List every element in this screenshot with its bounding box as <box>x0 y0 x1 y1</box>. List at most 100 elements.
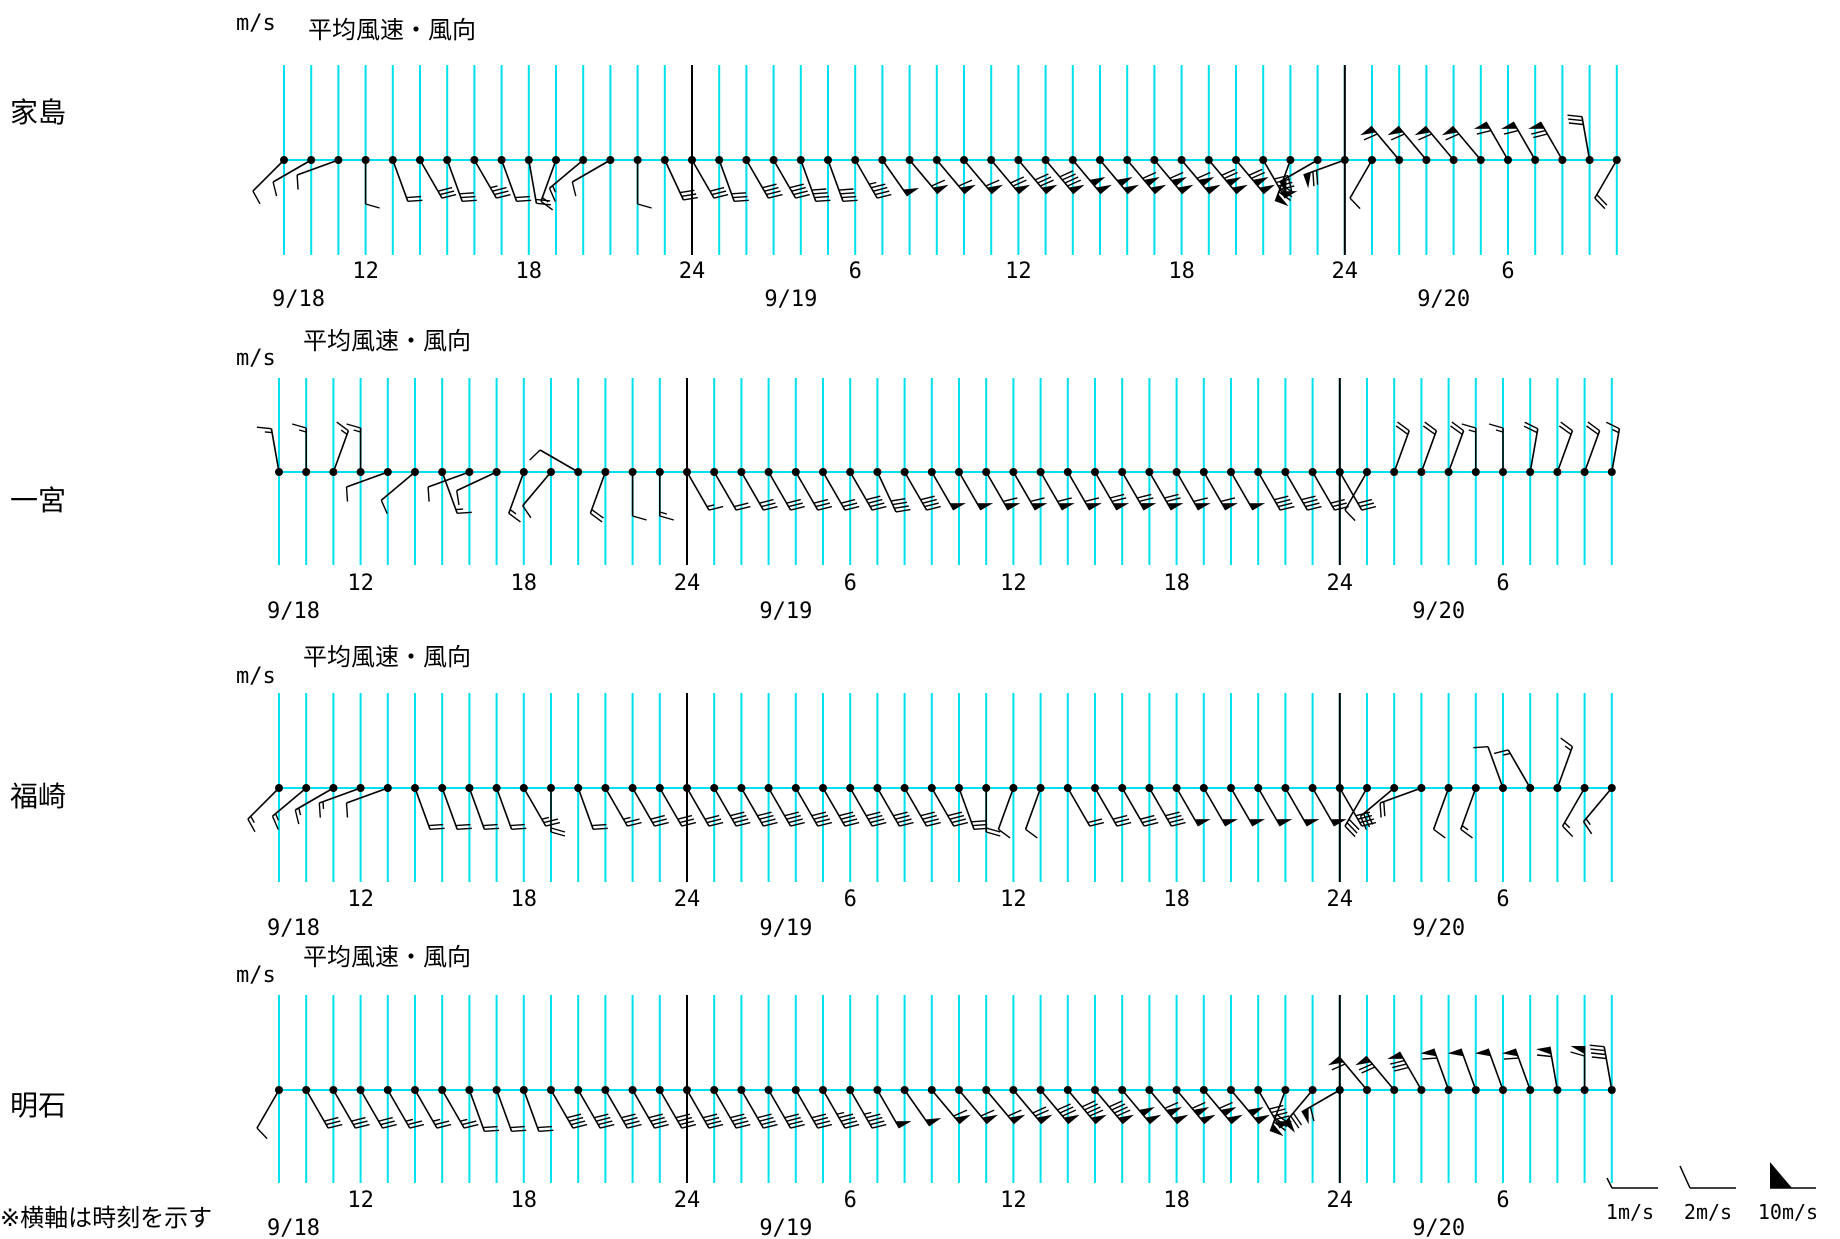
observation-point <box>601 468 610 476</box>
observation-point <box>1526 1086 1535 1094</box>
observation-point <box>710 784 719 792</box>
wind-barb-full <box>637 203 652 209</box>
wind-barb-full <box>786 498 801 504</box>
wind-barb-full <box>681 1123 697 1129</box>
wind-barb-full <box>926 505 941 511</box>
wind-barb-full <box>844 1123 860 1129</box>
wind-barb-pennant <box>1301 1108 1309 1125</box>
observation-point <box>1308 468 1317 476</box>
wind-barb-full <box>922 814 937 820</box>
observation-point <box>1172 784 1181 792</box>
wind-barb-pennant <box>982 1114 998 1124</box>
station-name: 一宮 <box>10 484 66 517</box>
observation-point <box>1009 468 1018 476</box>
wind-barb-full <box>457 827 472 830</box>
observation-point <box>1036 468 1045 476</box>
observation-point <box>1199 1086 1208 1094</box>
wind-barb-full <box>759 1116 774 1122</box>
wind-barb-full <box>1111 497 1127 503</box>
observation-point <box>955 468 963 476</box>
wind-barb-full <box>1348 818 1360 831</box>
observation-point <box>764 1086 773 1094</box>
wind-barb-full <box>1488 423 1504 429</box>
observation-point <box>764 468 773 476</box>
wind-barb-full <box>1116 1109 1131 1117</box>
wind-barb-full <box>761 818 776 824</box>
wind-barb-full <box>1087 818 1103 824</box>
wind-barb-half <box>353 429 361 433</box>
wind-barb-shaft <box>1556 746 1574 789</box>
observation-point <box>275 468 283 476</box>
observation-point <box>1531 156 1540 164</box>
wind-barb-shaft <box>1024 787 1042 830</box>
chart-title: 平均風速・風向 <box>303 943 471 971</box>
x-tick-label: 24 <box>1327 887 1354 912</box>
observation-point <box>519 1086 528 1094</box>
wind-barb-full <box>817 821 833 827</box>
wind-barb-full <box>813 814 829 820</box>
wind-barb-pennant <box>1058 503 1075 511</box>
observation-point <box>443 156 452 164</box>
wind-barb-full <box>434 1120 450 1126</box>
wind-barb-full <box>795 193 810 199</box>
wind-barb-full <box>1140 814 1155 820</box>
wind-barb-full <box>870 818 885 824</box>
observation-point <box>547 468 555 476</box>
wind-barb-full <box>1086 1106 1101 1114</box>
wind-barb-full <box>353 1120 368 1126</box>
wind-barb-full <box>1424 421 1437 432</box>
wind-barb-full <box>1331 1063 1346 1071</box>
wind-barb-full <box>659 515 674 521</box>
wind-barb-full <box>1067 179 1082 187</box>
wind-barb-pennant <box>1249 819 1266 827</box>
wind-barb-full <box>550 831 566 837</box>
wind-barb-full <box>1397 421 1410 432</box>
wind-barb-full <box>788 818 803 824</box>
wind-barb-shaft <box>1447 430 1465 473</box>
observation-point <box>1091 1086 1099 1094</box>
wind-barb-full <box>1221 168 1236 176</box>
wind-barb-full <box>871 183 886 189</box>
wind-barb-full <box>762 183 777 189</box>
wind-barb-full <box>540 200 554 211</box>
x-tick-label: 24 <box>674 887 701 912</box>
wind-barb-pennant <box>1041 184 1058 194</box>
wind-barb-pennant <box>1068 184 1085 194</box>
wind-barb-full <box>873 186 888 192</box>
wind-barb-full <box>511 827 527 830</box>
wind-barb-full <box>791 186 806 192</box>
wind-barb-full <box>706 1120 722 1126</box>
wind-barb-full <box>1594 197 1606 210</box>
wind-barb-full <box>1365 810 1374 825</box>
observation-point <box>1363 784 1371 792</box>
observation-point <box>900 784 909 792</box>
wind-barb-full <box>1605 421 1620 430</box>
wind-barb-shaft <box>1487 1048 1504 1091</box>
wind-barb-shaft <box>1460 787 1477 830</box>
wind-barb-shaft <box>550 1089 574 1129</box>
wind-barb-shaft <box>319 787 361 804</box>
station-name: 家島 <box>10 96 66 129</box>
date-label: 9/18 <box>267 916 320 941</box>
observation-point <box>1118 468 1127 476</box>
wind-barb-full <box>892 501 908 506</box>
wind-barb-pennant <box>1143 177 1160 186</box>
wind-barb-full <box>1165 811 1180 817</box>
x-tick-label: 18 <box>511 887 538 912</box>
wind-barb-full <box>589 512 603 523</box>
wind-barb-full <box>1301 495 1316 501</box>
wind-barb-full <box>1536 1054 1552 1058</box>
wind-barb-full <box>380 500 388 514</box>
observation-point <box>927 784 936 792</box>
wind-barb-full <box>681 193 697 197</box>
wind-barb-full <box>870 502 885 508</box>
observation-point <box>1526 468 1535 476</box>
wind-barb-full <box>511 1129 527 1132</box>
wind-barb-full <box>1567 114 1583 118</box>
wind-barb-full <box>1089 1109 1104 1117</box>
observation-point <box>601 1086 610 1094</box>
wind-barb-full <box>866 495 881 501</box>
wind-barb-full <box>840 192 855 195</box>
wind-barb-shaft <box>713 471 737 511</box>
wind-barb-full <box>460 195 476 199</box>
